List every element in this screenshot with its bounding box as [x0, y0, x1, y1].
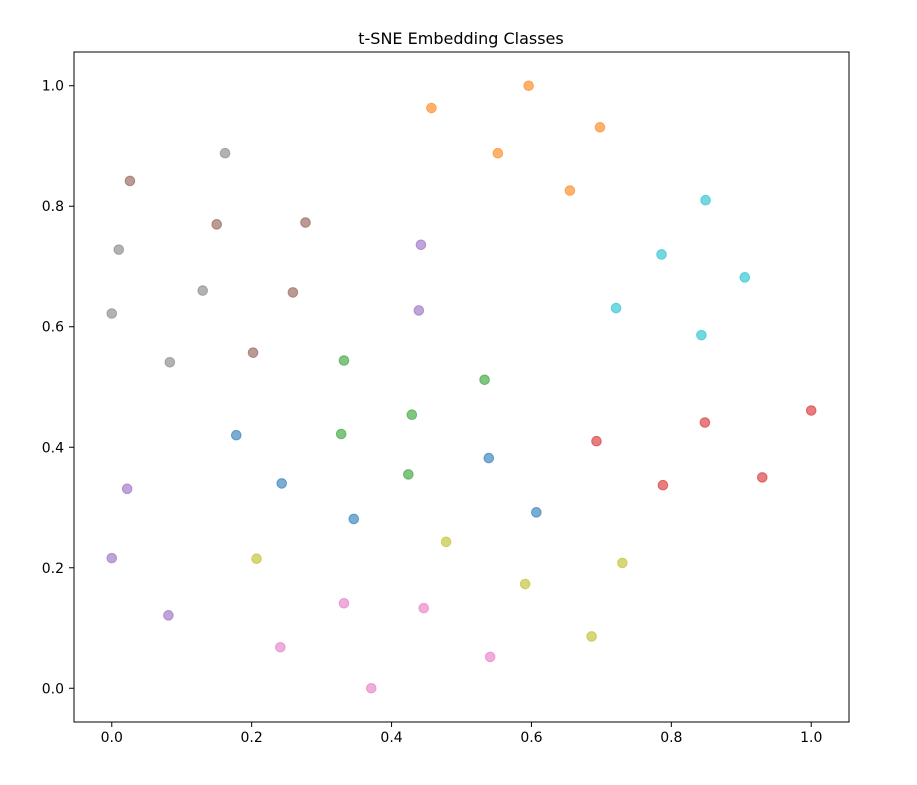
scatter-point — [230, 429, 242, 441]
scatter-point — [121, 483, 133, 495]
scatter-point — [406, 409, 418, 421]
series-5 — [124, 175, 311, 358]
scatter-point — [415, 239, 427, 251]
series-6 — [275, 598, 496, 694]
x-tick-label: 0.6 — [520, 730, 542, 746]
scatter-point — [124, 175, 136, 187]
scatter-point — [805, 405, 817, 416]
y-tick-label: 0.4 — [42, 440, 64, 456]
scatter-point — [483, 452, 495, 464]
scatter-point — [211, 219, 222, 230]
series-1 — [426, 80, 606, 196]
series-4 — [106, 239, 427, 621]
scatter-point — [275, 641, 286, 653]
y-tick-label: 0.2 — [42, 561, 64, 577]
points-layer — [106, 80, 817, 694]
scatter-point — [700, 194, 711, 206]
scatter-point — [251, 553, 262, 565]
scatter-point — [617, 557, 628, 569]
scatter-point — [610, 302, 622, 314]
scatter-point — [531, 507, 542, 518]
scatter-point — [106, 308, 118, 319]
y-tick-label: 0.6 — [42, 320, 64, 336]
scatter-point — [163, 610, 174, 621]
y-tick-label: 0.8 — [42, 199, 64, 215]
axes-layer: 0.0 0.2 0.4 0.6 0.8 1.0 0.0 0.2 0.4 0.6 0.8 1.0 — [42, 79, 823, 746]
plot-frame — [73, 51, 850, 723]
scatter-point — [440, 536, 452, 548]
series-3 — [591, 405, 817, 491]
scatter-point — [197, 285, 209, 296]
scatter-point — [657, 479, 669, 491]
scatter-point — [696, 329, 707, 341]
scatter-point — [300, 217, 311, 228]
scatter-point — [418, 602, 430, 614]
scatter-point — [247, 347, 259, 358]
series-8 — [251, 536, 628, 642]
series-9 — [610, 194, 751, 341]
scatter-point — [219, 147, 231, 159]
scatter-point — [287, 287, 299, 298]
scatter-point — [106, 552, 118, 564]
scatter-point — [591, 435, 602, 447]
scatter-point — [276, 478, 288, 489]
x-tick-label: 0.8 — [660, 730, 682, 746]
scatter-point — [338, 355, 350, 366]
scatter-point — [492, 147, 504, 159]
scatter-point — [484, 651, 496, 663]
y-tick-label: 1.0 — [42, 79, 64, 95]
scatter-point — [479, 374, 490, 386]
series-2 — [335, 355, 490, 480]
scatter-point — [519, 578, 531, 590]
scatter-point — [338, 598, 350, 609]
scatter-point — [426, 102, 437, 114]
x-tick-label: 0.0 — [101, 730, 123, 746]
y-tick-label: 0.0 — [42, 681, 64, 697]
scatter-point — [365, 682, 377, 694]
x-tick-label: 0.2 — [241, 730, 263, 746]
scatter-point — [699, 417, 711, 428]
scatter-point — [164, 356, 176, 368]
series-0 — [230, 429, 542, 525]
scatter-point — [523, 80, 534, 92]
scatter-point — [335, 428, 347, 440]
scatter-point — [739, 272, 751, 283]
scatter-point — [756, 472, 768, 483]
scatter-point — [586, 631, 597, 642]
scatter-point — [656, 249, 667, 260]
series-7 — [106, 147, 231, 368]
x-tick-label: 1.0 — [800, 730, 822, 746]
scatter-point — [403, 469, 414, 480]
plot-frame-layer — [73, 51, 850, 723]
chart-title: t-SNE Embedding Classes — [358, 29, 563, 48]
scatter-point — [594, 122, 606, 133]
scatter-point — [564, 185, 576, 196]
scatter-point — [413, 305, 425, 316]
scatter-point — [348, 513, 360, 525]
scatter-point — [113, 244, 125, 255]
x-tick-label: 0.4 — [380, 730, 402, 746]
